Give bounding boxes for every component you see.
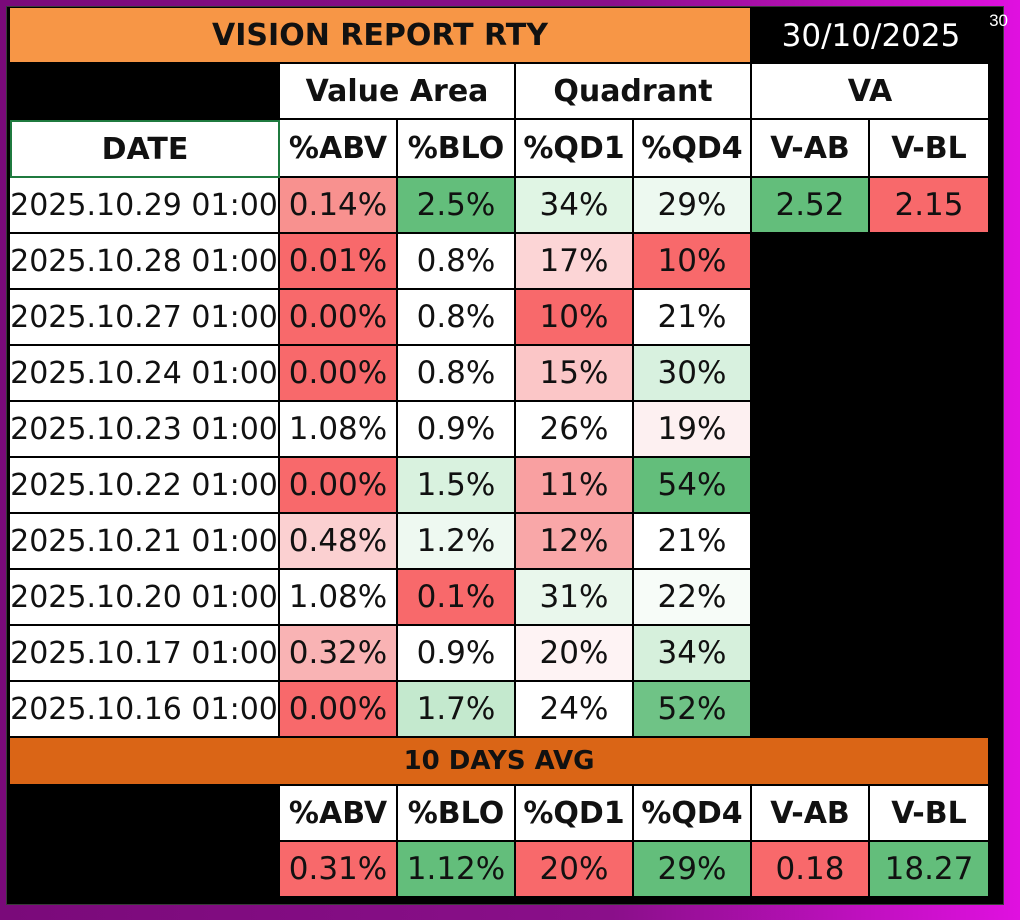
avg-title: 10 DAYS AVG — [10, 738, 990, 786]
cell-blo: 0.8% — [398, 234, 516, 290]
cell-blo: 2.5% — [398, 178, 516, 234]
avg-header-qd4: %QD4 — [634, 786, 752, 842]
avg-value-vab: 0.18 — [752, 842, 870, 898]
cell-qd4: 54% — [634, 458, 752, 514]
cell-qd4: 21% — [634, 514, 752, 570]
row-date: 2025.10.16 01:00 — [10, 682, 280, 738]
cell-abv: 0.48% — [280, 514, 398, 570]
col-header-qd1: %QD1 — [516, 120, 634, 178]
row-date: 2025.10.20 01:00 — [10, 570, 280, 626]
cell-qd1: 17% — [516, 234, 634, 290]
col-header-blo: %BLO — [398, 120, 516, 178]
col-header-date: DATE — [10, 120, 280, 178]
cell-qd4: 29% — [634, 178, 752, 234]
group-value-area: Value Area — [280, 64, 516, 120]
cell-qd4: 34% — [634, 626, 752, 682]
cell-blo: 1.2% — [398, 514, 516, 570]
cell-qd1: 20% — [516, 626, 634, 682]
cell-abv: 1.08% — [280, 402, 398, 458]
row-date: 2025.10.24 01:00 — [10, 346, 280, 402]
va-empty-area — [752, 234, 990, 738]
cell-blo: 0.8% — [398, 290, 516, 346]
cell-qd4: 10% — [634, 234, 752, 290]
cell-qd1: 31% — [516, 570, 634, 626]
avg-value-abv: 0.31% — [280, 842, 398, 898]
col-header-abv: %ABV — [280, 120, 398, 178]
cell-qd4: 30% — [634, 346, 752, 402]
avg-header-vab: V-AB — [752, 786, 870, 842]
cell-qd4: 52% — [634, 682, 752, 738]
cell-qd4: 21% — [634, 290, 752, 346]
cell-blo: 0.9% — [398, 402, 516, 458]
row-date: 2025.10.28 01:00 — [10, 234, 280, 290]
cell-abv: 0.00% — [280, 458, 398, 514]
cell-qd1: 34% — [516, 178, 634, 234]
cell-blo: 1.5% — [398, 458, 516, 514]
cell-qd1: 15% — [516, 346, 634, 402]
cell-qd1: 11% — [516, 458, 634, 514]
blank-corner — [10, 64, 280, 120]
cell-abv: 0.32% — [280, 626, 398, 682]
cell-abv: 0.14% — [280, 178, 398, 234]
cell-qd4: 22% — [634, 570, 752, 626]
avg-value-blo: 1.12% — [398, 842, 516, 898]
cell-abv: 0.01% — [280, 234, 398, 290]
cell-qd1: 24% — [516, 682, 634, 738]
avg-header-abv: %ABV — [280, 786, 398, 842]
group-quadrant: Quadrant — [516, 64, 752, 120]
cell-vab: 2.52 — [752, 178, 870, 234]
col-header-qd4: %QD4 — [634, 120, 752, 178]
avg-value-vbl: 18.27 — [870, 842, 990, 898]
row-date: 2025.10.29 01:00 — [10, 178, 280, 234]
group-va: VA — [752, 64, 990, 120]
cell-qd4: 19% — [634, 402, 752, 458]
cell-qd1: 12% — [516, 514, 634, 570]
avg-header-qd1: %QD1 — [516, 786, 634, 842]
avg-header-vbl: V-BL — [870, 786, 990, 842]
col-header-vbl: V-BL — [870, 120, 990, 178]
avg-value-qd1: 20% — [516, 842, 634, 898]
cell-blo: 0.1% — [398, 570, 516, 626]
row-date: 2025.10.21 01:00 — [10, 514, 280, 570]
cell-blo: 0.8% — [398, 346, 516, 402]
cell-abv: 0.00% — [280, 346, 398, 402]
report-date: 30/10/2025 — [752, 8, 990, 64]
col-header-vab: V-AB — [752, 120, 870, 178]
cell-blo: 0.9% — [398, 626, 516, 682]
avg-header-blo: %BLO — [398, 786, 516, 842]
avg-value-qd4: 29% — [634, 842, 752, 898]
row-date: 2025.10.17 01:00 — [10, 626, 280, 682]
cell-vbl: 2.15 — [870, 178, 990, 234]
cell-abv: 0.00% — [280, 290, 398, 346]
cell-qd1: 26% — [516, 402, 634, 458]
cell-blo: 1.7% — [398, 682, 516, 738]
cell-abv: 1.08% — [280, 570, 398, 626]
cell-abv: 0.00% — [280, 682, 398, 738]
row-date: 2025.10.23 01:00 — [10, 402, 280, 458]
report-title: VISION REPORT RTY — [10, 8, 752, 64]
row-date: 2025.10.27 01:00 — [10, 290, 280, 346]
row-date: 2025.10.22 01:00 — [10, 458, 280, 514]
cell-qd1: 10% — [516, 290, 634, 346]
avg-blank — [10, 786, 280, 898]
